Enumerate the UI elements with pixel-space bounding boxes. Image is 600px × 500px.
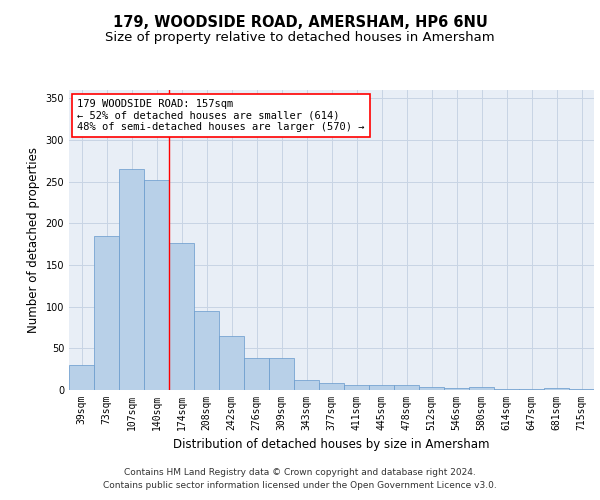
Text: Contains HM Land Registry data © Crown copyright and database right 2024.: Contains HM Land Registry data © Crown c… [124, 468, 476, 477]
Bar [569, 389, 594, 390]
Text: Size of property relative to detached houses in Amersham: Size of property relative to detached ho… [105, 31, 495, 44]
Bar [69, 365, 94, 390]
Bar [419, 386, 444, 390]
Y-axis label: Number of detached properties: Number of detached properties [27, 147, 40, 333]
Bar [519, 389, 544, 390]
Text: 179, WOODSIDE ROAD, AMERSHAM, HP6 6NU: 179, WOODSIDE ROAD, AMERSHAM, HP6 6NU [113, 15, 487, 30]
Bar [544, 388, 569, 390]
Bar [194, 311, 219, 390]
Bar [444, 388, 469, 390]
Bar [469, 386, 494, 390]
Bar [294, 380, 319, 390]
Text: 179 WOODSIDE ROAD: 157sqm
← 52% of detached houses are smaller (614)
48% of semi: 179 WOODSIDE ROAD: 157sqm ← 52% of detac… [77, 99, 364, 132]
Bar [369, 385, 394, 390]
Bar [94, 236, 119, 390]
Bar [119, 169, 144, 390]
X-axis label: Distribution of detached houses by size in Amersham: Distribution of detached houses by size … [173, 438, 490, 452]
Bar [394, 385, 419, 390]
Bar [169, 244, 194, 390]
Bar [494, 389, 519, 390]
Text: Contains public sector information licensed under the Open Government Licence v3: Contains public sector information licen… [103, 482, 497, 490]
Bar [269, 358, 294, 390]
Bar [344, 385, 369, 390]
Bar [144, 180, 169, 390]
Bar [319, 384, 344, 390]
Bar [219, 336, 244, 390]
Bar [244, 358, 269, 390]
